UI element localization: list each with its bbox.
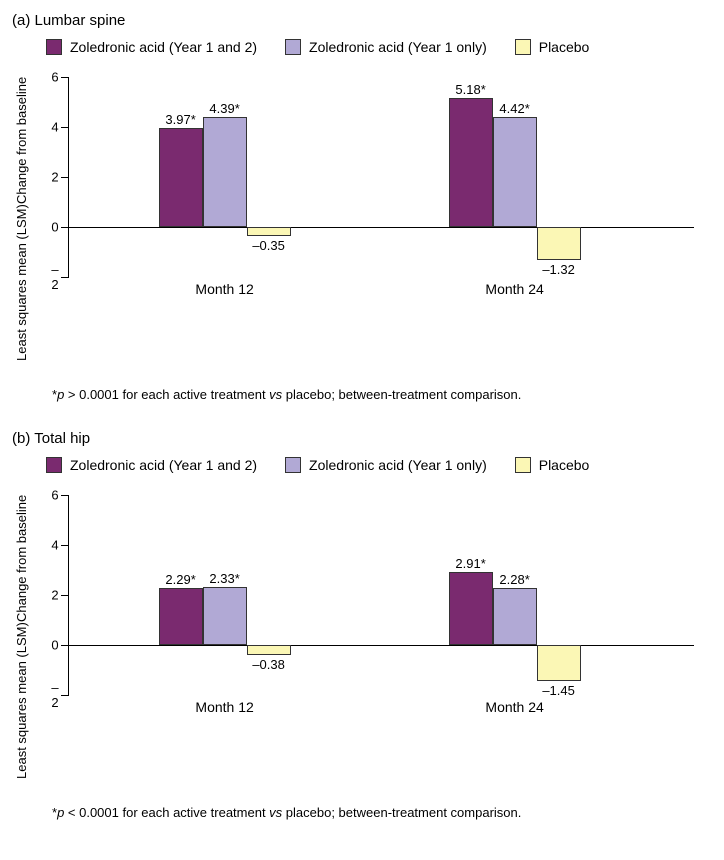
ytick-label: 2 (51, 170, 58, 185)
axis-zero-line (69, 645, 694, 646)
ytick (61, 227, 69, 228)
ytick-label: –2 (51, 262, 58, 292)
bar-s2 (493, 588, 537, 645)
legend-swatch-1 (46, 457, 62, 473)
y-axis-label: Least squares mean (LSM)Change from base… (12, 77, 32, 361)
bar-label: –1.45 (542, 683, 575, 698)
bar-s3 (247, 227, 291, 236)
x-axis-label: Month 24 (485, 699, 543, 715)
legend-swatch-2 (285, 457, 301, 473)
bar-s1 (449, 98, 493, 228)
ytick-label: 6 (51, 488, 58, 503)
ytick (61, 177, 69, 178)
ytick-label: 4 (51, 120, 58, 135)
legend: Zoledronic acid (Year 1 and 2) Zoledronic… (46, 39, 712, 55)
legend-label-2: Zoledronic acid (Year 1 only) (309, 457, 487, 473)
bar-label: 2.28* (499, 572, 529, 587)
ylabel-line1: Least squares mean (LSM) (14, 622, 30, 779)
legend-swatch-3 (515, 457, 531, 473)
ytick-label: –2 (51, 680, 58, 710)
ytick (61, 495, 69, 496)
bar-label: 2.29* (165, 572, 195, 587)
bar-label: –1.32 (542, 262, 575, 277)
legend-item-2: Zoledronic acid (Year 1 only) (285, 39, 487, 55)
ytick (61, 277, 69, 278)
plot: –202462.29*2.33*–0.38Month 122.91*2.28*–… (36, 495, 712, 779)
bar-s1 (159, 128, 203, 227)
bar-label: 2.91* (455, 556, 485, 571)
chart-wrap: Least squares mean (LSM)Change from base… (12, 77, 712, 361)
legend-label-2: Zoledronic acid (Year 1 only) (309, 39, 487, 55)
legend-label-1: Zoledronic acid (Year 1 and 2) (70, 457, 257, 473)
legend-item-3: Placebo (515, 457, 590, 473)
legend-label-3: Placebo (539, 39, 590, 55)
bar-label: 2.33* (209, 571, 239, 586)
ytick-label: 6 (51, 70, 58, 85)
bar-s1 (449, 572, 493, 645)
bar-s2 (203, 587, 247, 645)
panel-title: (b) Total hip (12, 430, 712, 447)
legend: Zoledronic acid (Year 1 and 2) Zoledronic… (46, 457, 712, 473)
panel-title: (a) Lumbar spine (12, 12, 712, 29)
plot: –202463.97*4.39*–0.35Month 125.18*4.42*–… (36, 77, 712, 361)
footnote-vs: vs (269, 387, 282, 402)
legend-item-1: Zoledronic acid (Year 1 and 2) (46, 39, 257, 55)
ylabel-line2: Change from baseline (14, 495, 30, 622)
axis-zero-line (69, 227, 694, 228)
ytick-label: 4 (51, 538, 58, 553)
ytick-label: 0 (51, 638, 58, 653)
ytick (61, 645, 69, 646)
legend-label-1: Zoledronic acid (Year 1 and 2) (70, 39, 257, 55)
ytick-label: 0 (51, 220, 58, 235)
legend-swatch-3 (515, 39, 531, 55)
legend-swatch-1 (46, 39, 62, 55)
bar-label: –0.35 (252, 238, 285, 253)
bar-label: 3.97* (165, 112, 195, 127)
panel-a: (a) Lumbar spine Zoledronic acid (Year 1 … (12, 12, 712, 402)
legend-label-3: Placebo (539, 457, 590, 473)
ytick (61, 695, 69, 696)
ytick (61, 545, 69, 546)
footnote-text-b: placebo; between-treatment comparison. (282, 387, 521, 402)
legend-item-1: Zoledronic acid (Year 1 and 2) (46, 457, 257, 473)
panel-b: (b) Total hip Zoledronic acid (Year 1 and… (12, 430, 712, 820)
bar-s3 (537, 645, 581, 681)
ylabel-line1: Least squares mean (LSM) (14, 204, 30, 361)
x-axis-label: Month 12 (195, 281, 253, 297)
ytick (61, 595, 69, 596)
x-axis-label: Month 12 (195, 699, 253, 715)
plot-area: –202462.29*2.33*–0.38Month 122.91*2.28*–… (68, 495, 694, 695)
legend-item-3: Placebo (515, 39, 590, 55)
ytick-label: 2 (51, 588, 58, 603)
bar-label: 5.18* (455, 82, 485, 97)
chart-wrap: Least squares mean (LSM)Change from base… (12, 495, 712, 779)
footnote: *p > 0.0001 for each active treatment vs… (52, 387, 712, 402)
ytick (61, 127, 69, 128)
bar-label: 4.42* (499, 101, 529, 116)
bar-s3 (247, 645, 291, 655)
legend-item-2: Zoledronic acid (Year 1 only) (285, 457, 487, 473)
legend-swatch-2 (285, 39, 301, 55)
footnote: *p < 0.0001 for each active treatment vs… (52, 805, 712, 820)
ylabel-line2: Change from baseline (14, 77, 30, 204)
footnote-text-a: < 0.0001 for each active treatment (64, 805, 269, 820)
bar-s2 (203, 117, 247, 227)
bar-label: 4.39* (209, 101, 239, 116)
footnote-text-a: > 0.0001 for each active treatment (64, 387, 269, 402)
bar-s3 (537, 227, 581, 260)
plot-area: –202463.97*4.39*–0.35Month 125.18*4.42*–… (68, 77, 694, 277)
ytick (61, 77, 69, 78)
footnote-text-b: placebo; between-treatment comparison. (282, 805, 521, 820)
x-axis-label: Month 24 (485, 281, 543, 297)
y-axis-label: Least squares mean (LSM)Change from base… (12, 495, 32, 779)
bar-label: –0.38 (252, 657, 285, 672)
footnote-vs: vs (269, 805, 282, 820)
bar-s1 (159, 588, 203, 645)
bar-s2 (493, 117, 537, 228)
